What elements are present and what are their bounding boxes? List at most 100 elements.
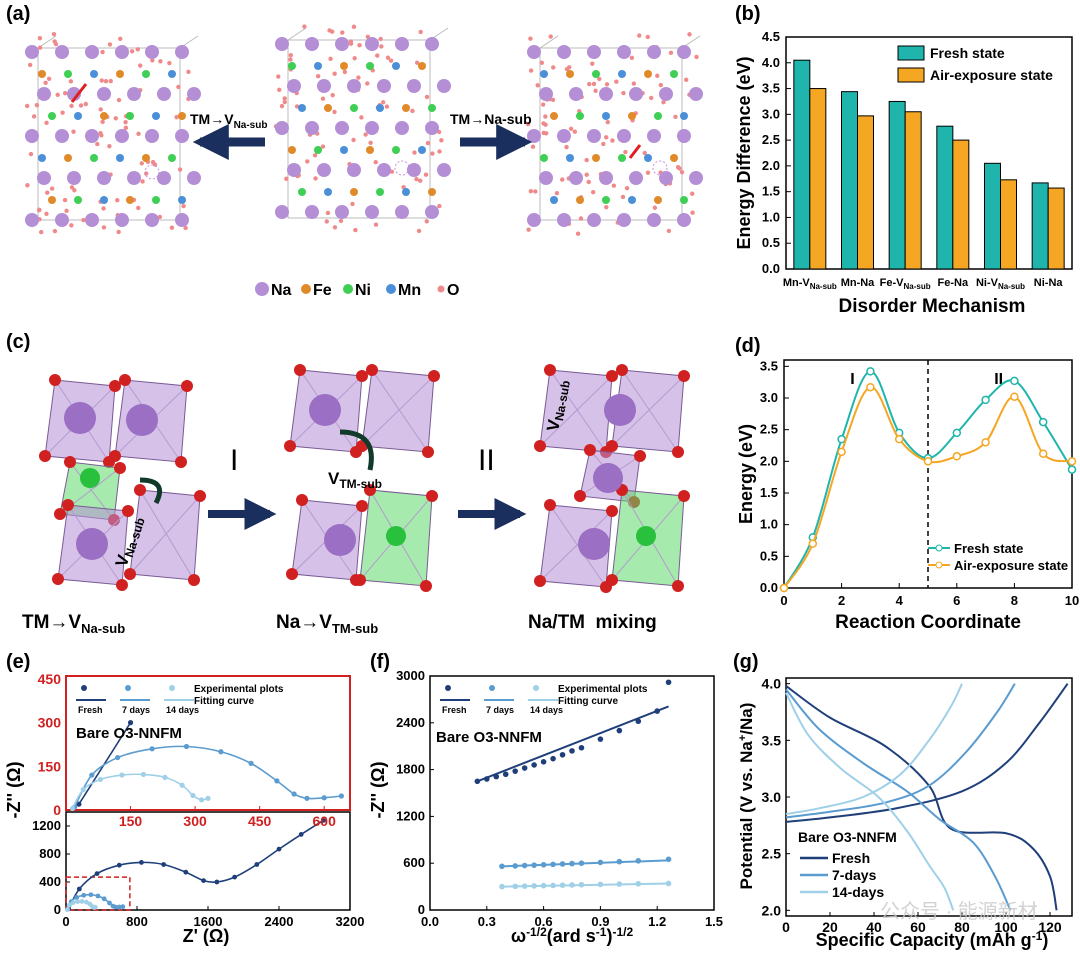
sodium-atom	[55, 213, 69, 227]
sodium-atom	[115, 213, 129, 227]
step-2-label: II	[478, 444, 495, 477]
data-point	[298, 832, 304, 837]
discharge-curve	[785, 692, 955, 911]
oxygen-atom	[606, 505, 618, 517]
oxygen-atom	[637, 33, 642, 38]
bar-air-exposure-state	[904, 111, 922, 270]
inset-data-point	[183, 743, 190, 750]
oxygen-atom	[71, 129, 76, 134]
inset-data-point	[291, 791, 297, 797]
y-tick-label: 400	[39, 874, 61, 889]
sodium-atom	[377, 163, 391, 177]
oxygen-atom	[426, 490, 438, 502]
tm-atom	[64, 70, 72, 78]
oxygen-atom	[587, 81, 592, 87]
legend-fit: Fitting curve	[194, 696, 254, 707]
sodium-atom	[317, 163, 331, 177]
y-tick-label: 1.5	[762, 184, 780, 199]
oxygen-atom	[526, 227, 531, 232]
oxygen-atom	[119, 374, 131, 386]
oxygen-atom	[181, 380, 193, 392]
oxygen-atom	[44, 211, 49, 216]
y-axis-title: Potential (V vs. Na+/Na)	[737, 703, 756, 890]
data-point	[113, 904, 119, 910]
bar-air-exposure-state	[952, 139, 970, 270]
sodium-atom	[395, 37, 409, 51]
oxygen-atom	[62, 91, 68, 96]
oxygen-atom	[100, 49, 105, 55]
sodium-atom	[275, 205, 289, 219]
tm-atom	[350, 188, 358, 196]
oxygen-atom	[157, 214, 163, 220]
vac-label-2: VTM-sub	[328, 469, 382, 491]
oxygen-atom	[606, 440, 618, 452]
panel-f: (f) 0 600 1200 1800 2400 3000 0.0 0.3 0.6 0.9 1.2 1…	[368, 651, 723, 946]
sodium-atom	[569, 87, 583, 101]
x-axis-title: ω-1/2(ard s-1)-1/2	[511, 925, 634, 946]
oxygen-atom	[541, 130, 546, 136]
inset-x-tick-label: 600	[313, 813, 337, 829]
inset-data-point	[162, 774, 168, 780]
oxygen-atom	[69, 223, 74, 228]
sodium-atom	[539, 171, 553, 185]
oxygen-atom	[528, 36, 533, 41]
x-axis-title: Disorder Mechanism	[839, 296, 1026, 317]
y-axis-title: Energy Difference (eV)	[734, 56, 754, 249]
oxygen-atom	[46, 76, 52, 81]
x-tick-label: 2400	[265, 914, 294, 929]
data-point	[276, 846, 282, 852]
bar-air-exposure-state	[809, 88, 827, 270]
oxygen-atom	[530, 144, 536, 149]
sodium-atom	[97, 87, 111, 101]
tm-atom	[100, 196, 108, 204]
x-tick-label: 0	[780, 593, 787, 608]
data-point	[578, 881, 585, 888]
inset-data-point	[69, 805, 76, 812]
oxygen-atom	[539, 60, 545, 65]
inset-data-point	[218, 749, 224, 755]
oxygen-atom	[356, 75, 361, 80]
y-tick-label: 1.0	[762, 209, 780, 224]
caption-3: Na/TM mixing	[528, 612, 657, 633]
x-tick-label: Fe-VNa-sub	[880, 277, 931, 291]
oxygen-atom	[100, 119, 105, 125]
x-tick-label: 0.3	[478, 914, 496, 929]
oxygen-atom	[363, 132, 368, 137]
oxygen-atom	[52, 39, 57, 44]
data-point	[866, 382, 875, 392]
oxygen-atom	[62, 499, 74, 511]
oxygen-atom	[338, 218, 344, 224]
octa-edge	[549, 504, 607, 588]
inset-x-tick-label: 450	[248, 813, 272, 829]
oxygen-atom	[378, 36, 383, 42]
sodium-atom	[67, 87, 81, 101]
tm-atom	[178, 196, 186, 204]
sodium-atom	[347, 79, 361, 93]
sodium-atom	[127, 171, 141, 185]
oxygen-atom	[288, 52, 294, 58]
oxygen-atom	[437, 149, 442, 154]
oxygen-atom	[623, 149, 628, 155]
oxygen-atom	[103, 79, 109, 84]
inset-data-point	[76, 801, 82, 807]
oxygen-atom	[414, 176, 419, 182]
plot-frame	[785, 36, 1073, 270]
sodium-atom	[425, 205, 439, 219]
region-label: I	[850, 371, 854, 388]
legend-swatch	[897, 67, 925, 83]
data-point	[512, 863, 518, 869]
oxygen-atom	[320, 96, 326, 101]
chart-f: 0 600 1200 1800 2400 3000 0.0 0.3 0.6 0.9 1.2 1.5 Fr…	[368, 668, 723, 946]
legend-label: Air-exposure state	[930, 67, 1053, 83]
oxygen-atom	[175, 456, 187, 468]
oxygen-atom	[123, 125, 129, 131]
oxygen-atom	[560, 177, 565, 182]
y-tick-label: 1800	[396, 762, 425, 777]
panel-b: (b) 0.0 0.5 1.0 1.5 2.0 2.5 3.0 3.5 4.0 4.5 Mn-VNa…	[734, 3, 1073, 317]
sodium-atom	[187, 171, 201, 185]
oxygen-atom	[690, 191, 695, 196]
sodium-atom	[25, 45, 39, 59]
oxygen-atom	[288, 57, 293, 62]
oxygen-atom	[134, 484, 146, 496]
